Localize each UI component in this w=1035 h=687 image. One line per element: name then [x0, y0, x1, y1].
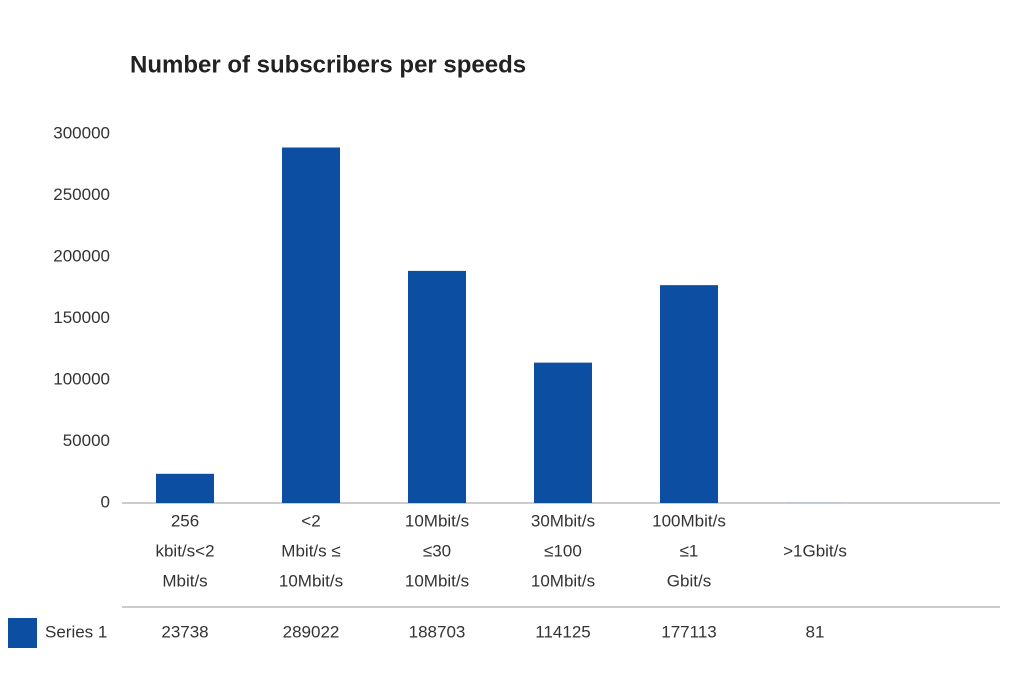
x-tick-label: 10Mbit/s	[531, 571, 595, 590]
y-tick-label: 250000	[53, 185, 110, 204]
x-tick-label: >1Gbit/s	[783, 541, 847, 560]
x-tick-label: 100Mbit/s	[652, 511, 726, 530]
x-tick-label: 10Mbit/s	[405, 511, 469, 530]
legend-swatch	[8, 618, 37, 648]
x-tick-label: Mbit/s ≤	[281, 541, 340, 560]
data-label: 177113	[661, 622, 716, 641]
x-tick-label: Mbit/s	[162, 571, 207, 590]
bar	[156, 473, 214, 503]
x-tick-label: ≤30	[423, 541, 451, 560]
bar	[534, 362, 592, 503]
bar	[282, 147, 340, 504]
data-label: 289022	[283, 622, 340, 641]
data-label: 23738	[161, 622, 208, 641]
bar	[408, 270, 466, 503]
bar	[660, 285, 718, 503]
x-tick-label: Gbit/s	[667, 571, 711, 590]
y-tick-label: 150000	[53, 308, 110, 327]
x-tick-label: ≤1	[680, 541, 699, 560]
x-tick-label: 10Mbit/s	[279, 571, 343, 590]
data-label: 188703	[409, 622, 466, 641]
y-tick-label: 100000	[53, 369, 110, 388]
x-tick-label: 30Mbit/s	[531, 511, 595, 530]
x-tick-label: ≤100	[544, 541, 582, 560]
y-tick-label: 300000	[53, 123, 110, 142]
legend-label: Series 1	[45, 622, 107, 641]
chart-title: Number of subscribers per speeds	[130, 51, 526, 78]
x-tick-label: 10Mbit/s	[405, 571, 469, 590]
data-label: 81	[806, 622, 825, 641]
x-tick-label: <2	[301, 511, 320, 530]
y-tick-label: 50000	[63, 431, 110, 450]
x-tick-label: 256	[171, 511, 199, 530]
data-label: 114125	[535, 622, 590, 641]
y-tick-label: 200000	[53, 246, 110, 265]
y-tick-label: 0	[101, 492, 110, 511]
x-tick-label: kbit/s<2	[155, 541, 214, 560]
